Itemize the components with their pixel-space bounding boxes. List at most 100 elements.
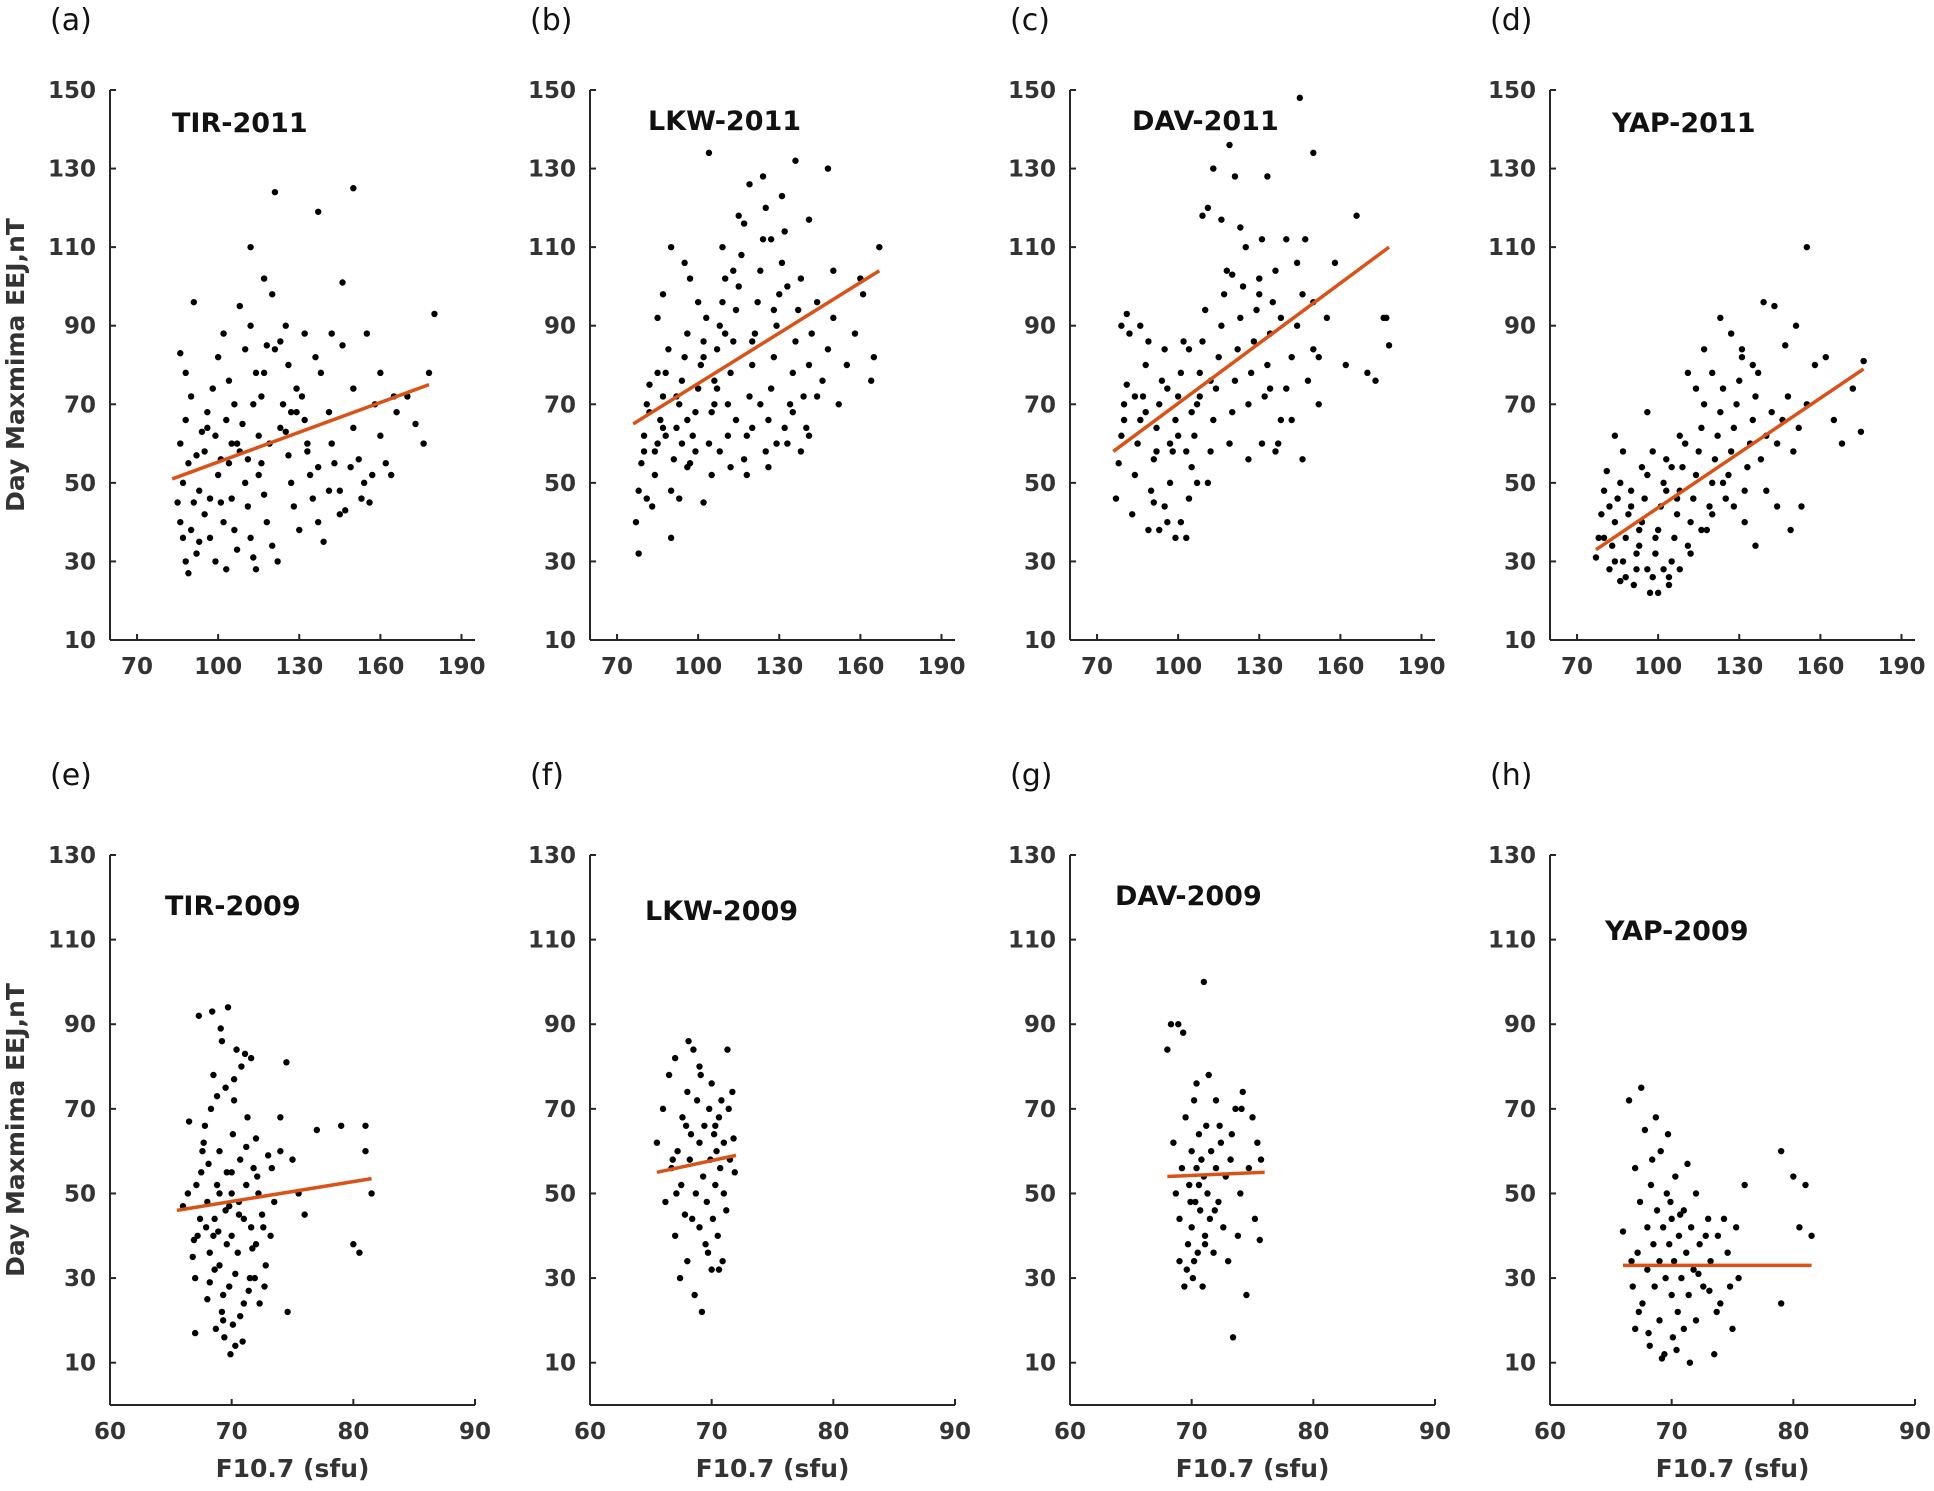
y-tick-label: 90 — [1504, 1012, 1536, 1038]
data-point — [1700, 401, 1708, 408]
panel-a: (a) 10 30 50 70 90 110 130 150 70 100 130 160 190 TIR-… — [1, 3, 485, 680]
data-point — [1145, 338, 1152, 345]
data-point — [1665, 581, 1673, 589]
data-point — [206, 1279, 213, 1286]
data-point — [1625, 1097, 1633, 1104]
data-point — [213, 1092, 221, 1100]
data-point — [681, 353, 688, 361]
data-point — [1150, 456, 1158, 463]
data-point — [725, 1105, 732, 1113]
data-point — [1702, 1232, 1709, 1239]
data-point — [1323, 314, 1331, 322]
y-tick-label: 70 — [1024, 1097, 1056, 1123]
data-point — [759, 236, 767, 243]
data-point — [260, 1224, 267, 1231]
y-tick-label: 50 — [544, 471, 576, 497]
data-point — [241, 479, 249, 487]
data-point — [784, 440, 791, 447]
data-point — [1227, 1156, 1234, 1163]
data-point — [1657, 1147, 1664, 1155]
data-point — [678, 1181, 685, 1189]
data-point — [640, 448, 648, 455]
data-point — [1145, 526, 1152, 534]
data-point — [1646, 1342, 1653, 1349]
data-point — [1247, 369, 1255, 377]
data-point — [225, 377, 233, 384]
y-tick-label: 70 — [64, 392, 96, 418]
y-tick-label: 130 — [48, 157, 96, 183]
data-point — [1741, 487, 1748, 494]
data-point — [1189, 1274, 1197, 1282]
data-point — [1595, 534, 1602, 542]
data-point — [635, 550, 642, 557]
y-tick-label: 10 — [1024, 1351, 1056, 1377]
data-point — [1654, 526, 1662, 534]
data-point — [293, 385, 300, 392]
data-point — [187, 526, 195, 534]
data-point — [271, 346, 279, 353]
data-point — [1684, 542, 1692, 549]
data-point — [220, 518, 227, 526]
data-point — [247, 534, 254, 542]
data-point — [1644, 471, 1651, 479]
x-tick-label: 60 — [1054, 1419, 1086, 1445]
data-point — [1177, 369, 1185, 377]
data-point — [746, 393, 753, 400]
data-point — [1703, 526, 1711, 534]
data-point — [716, 1164, 724, 1172]
data-point — [1668, 1291, 1675, 1299]
data-point — [214, 471, 222, 479]
data-point — [1204, 479, 1212, 487]
y-tick-label: 90 — [1024, 1012, 1056, 1038]
data-point — [1738, 346, 1746, 353]
data-point — [1261, 393, 1268, 400]
data-point — [1277, 314, 1285, 322]
data-point — [1229, 1334, 1237, 1341]
data-point — [255, 471, 262, 479]
data-point — [770, 306, 778, 314]
data-point — [1166, 440, 1174, 447]
data-point — [1123, 310, 1130, 318]
fit-line — [656, 1153, 737, 1175]
y-tick-label: 90 — [544, 314, 576, 340]
data-point — [249, 1245, 256, 1252]
data-point — [224, 1004, 232, 1011]
data-point — [835, 401, 842, 408]
data-point — [221, 1334, 228, 1341]
data-point — [1603, 467, 1610, 475]
data-point — [283, 1059, 290, 1066]
data-point — [1727, 448, 1735, 455]
data-point — [708, 408, 715, 416]
data-point — [1732, 1224, 1740, 1231]
data-point — [1619, 448, 1627, 455]
data-point — [773, 322, 780, 329]
data-point — [662, 432, 669, 439]
data-point — [325, 487, 333, 494]
data-point — [219, 1317, 227, 1324]
data-point — [1183, 448, 1190, 455]
data-point — [1253, 306, 1260, 314]
data-point — [252, 1135, 260, 1142]
data-point — [1206, 1215, 1214, 1223]
data-point — [198, 1169, 205, 1176]
data-point — [1142, 408, 1149, 416]
data-point — [1385, 342, 1393, 349]
data-point — [843, 361, 851, 369]
data-point — [1803, 243, 1811, 251]
data-point — [1198, 1156, 1205, 1163]
data-point — [368, 1190, 375, 1197]
data-point — [711, 377, 718, 384]
data-point — [274, 558, 281, 565]
data-point — [267, 1232, 274, 1239]
data-point — [692, 448, 699, 455]
data-point — [1172, 534, 1179, 542]
data-point — [1176, 1257, 1183, 1265]
data-point — [638, 460, 645, 467]
data-point — [1754, 369, 1762, 377]
data-point — [225, 460, 233, 467]
x-tick-label: 70 — [1656, 1419, 1688, 1445]
data-point — [227, 1351, 234, 1358]
data-point — [350, 385, 357, 392]
data-point — [1164, 1046, 1171, 1053]
panel-letter: (f) — [530, 758, 564, 793]
